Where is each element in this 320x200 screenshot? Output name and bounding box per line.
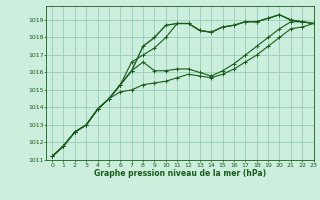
X-axis label: Graphe pression niveau de la mer (hPa): Graphe pression niveau de la mer (hPa) <box>94 169 266 178</box>
